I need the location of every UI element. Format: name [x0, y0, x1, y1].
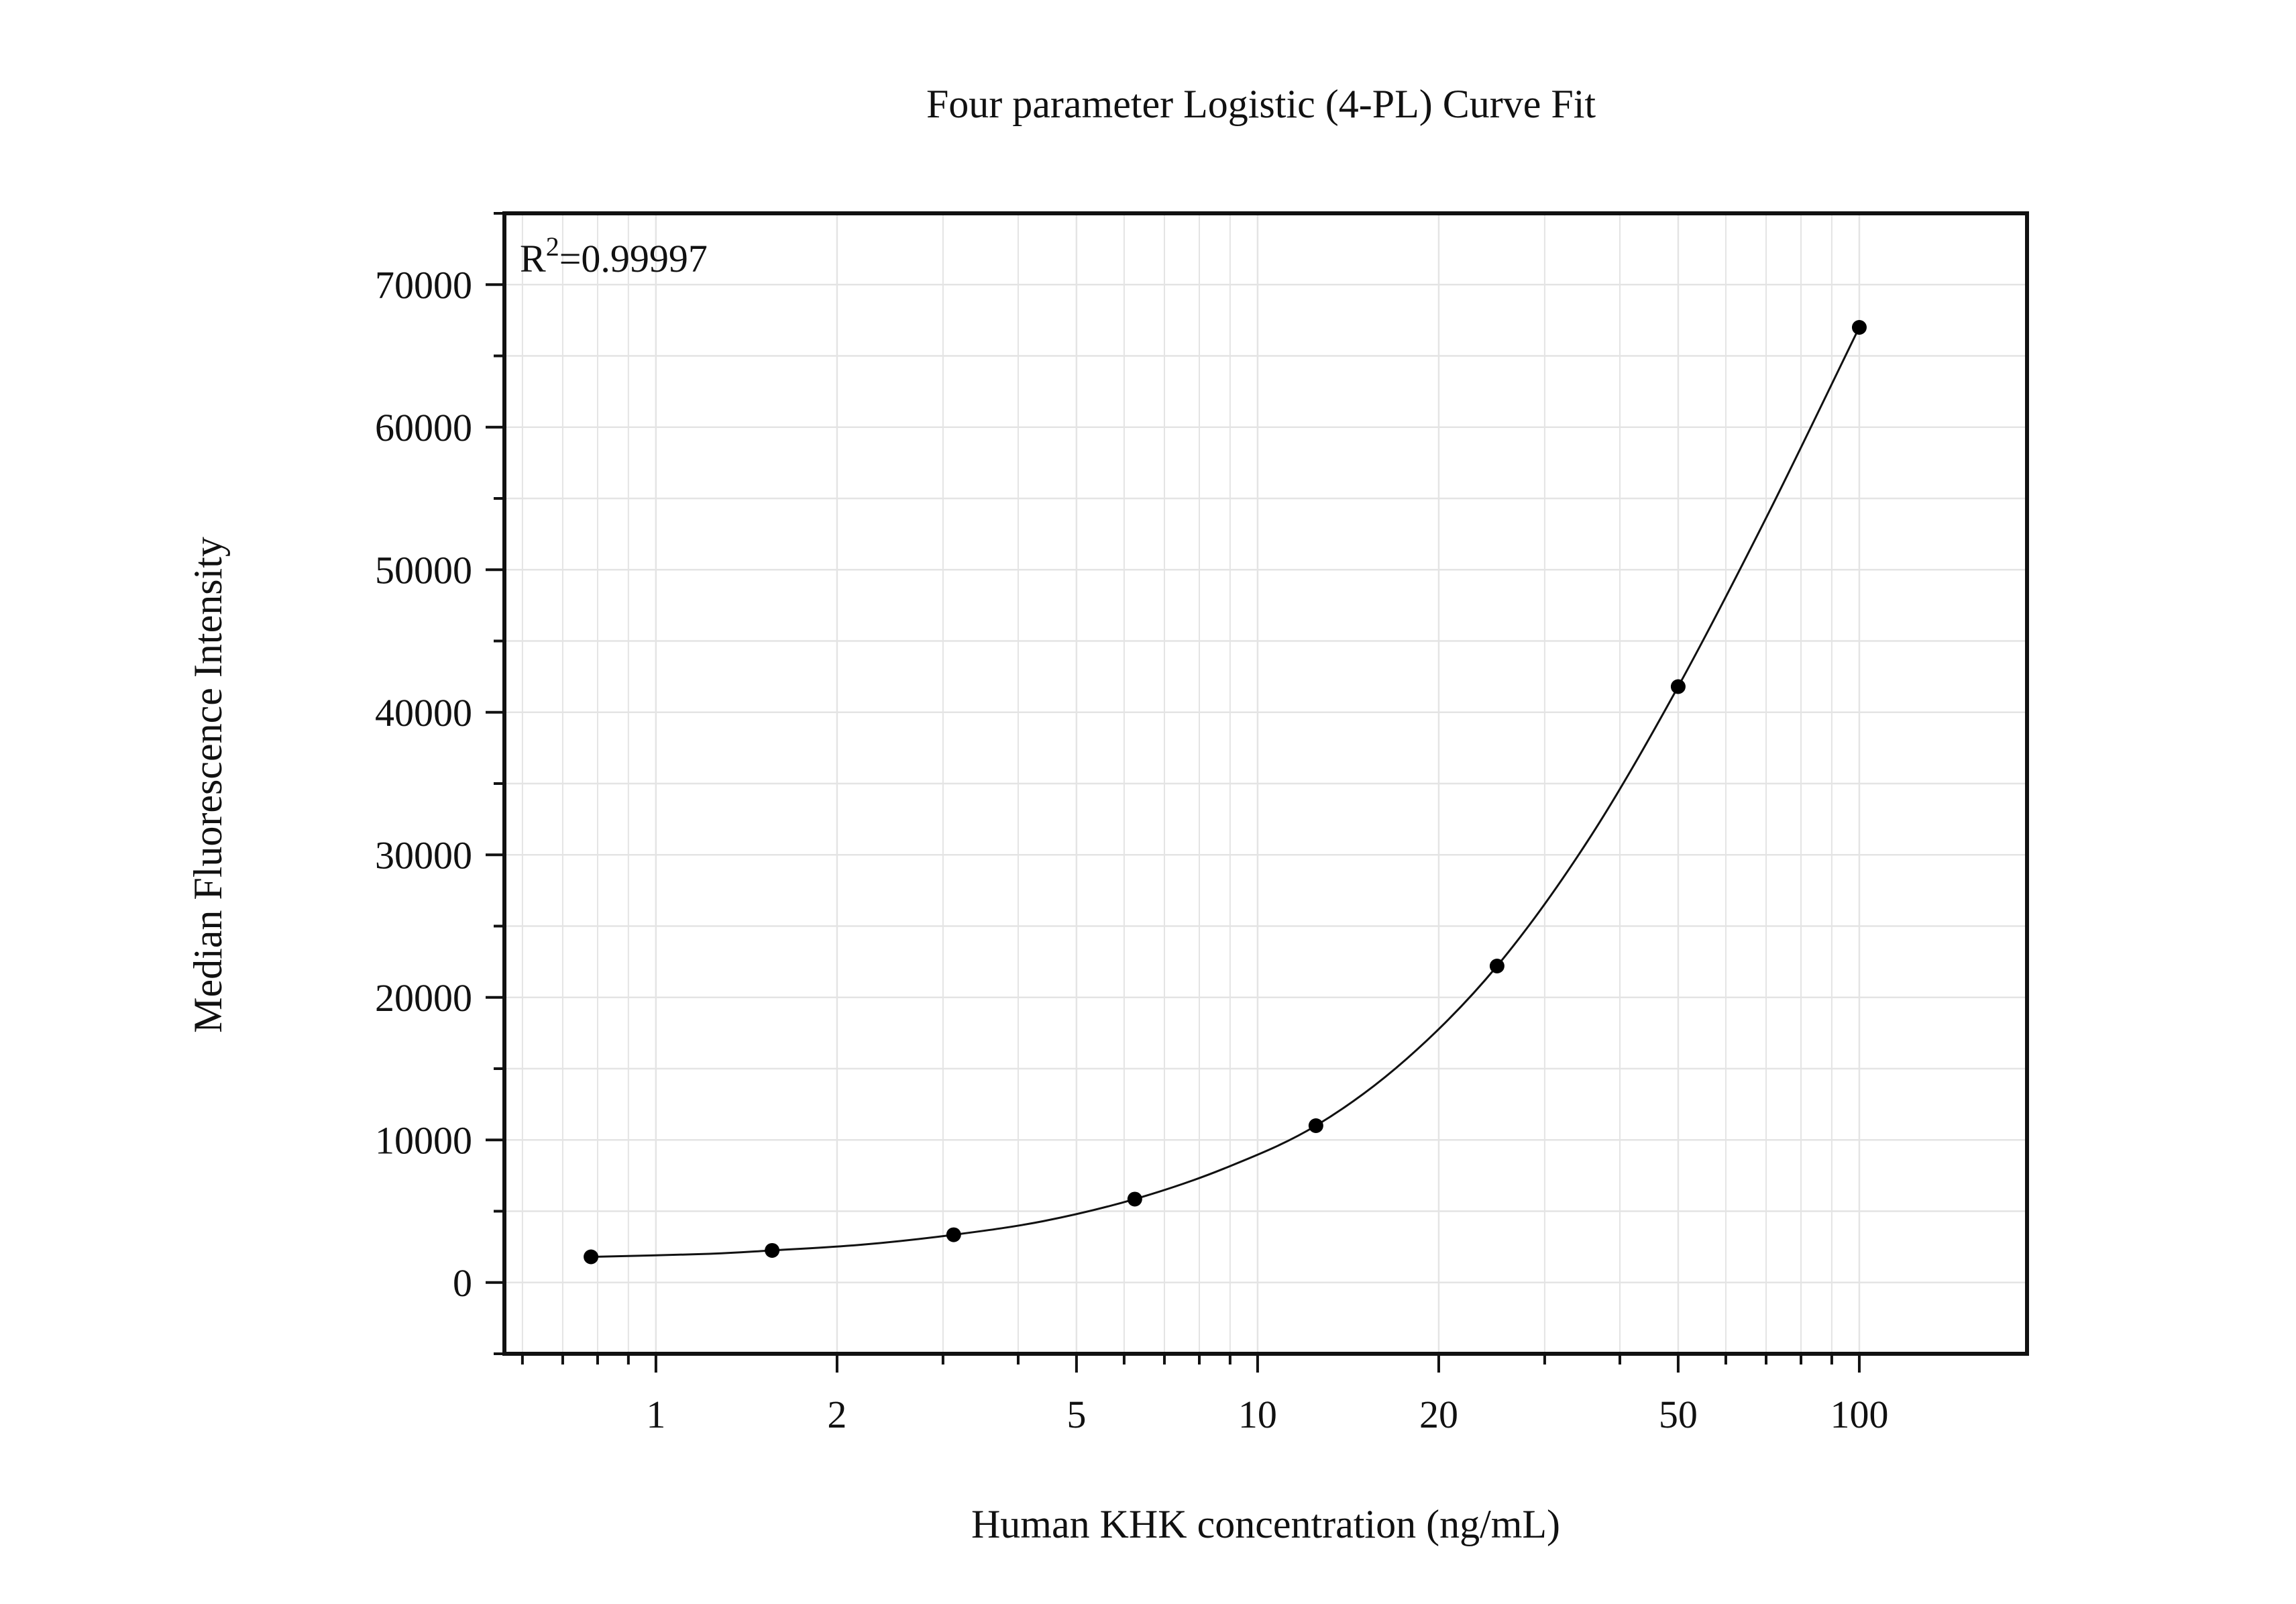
- x-tick-label: 100: [1830, 1393, 1888, 1436]
- data-point: [1670, 679, 1686, 694]
- x-tick-label: 20: [1419, 1393, 1458, 1436]
- fit-curve: [591, 327, 1861, 1258]
- x-tick-label: 1: [646, 1393, 665, 1436]
- y-tick-label: 40000: [375, 691, 472, 735]
- axis-ticks: [486, 212, 1861, 1373]
- y-tick-label: 10000: [375, 1118, 472, 1162]
- y-axis-label: Median Fluorescence Intensity: [186, 537, 230, 1033]
- r-squared-base: R: [520, 237, 546, 280]
- grid: [504, 212, 2027, 1355]
- chart-title: Four parameter Logistic (4-PL) Curve Fit: [926, 82, 1596, 126]
- data-point: [946, 1227, 961, 1242]
- data-point: [1851, 320, 1867, 335]
- y-tick-labels: 0 10000 20000 30000 40000 50000 60000 70000: [375, 263, 472, 1305]
- x-axis-label: Human KHK concentration (ng/mL): [971, 1502, 1560, 1546]
- x-tick-label: 10: [1238, 1393, 1277, 1436]
- r-squared-annotation: R2=0.99997: [520, 231, 708, 280]
- y-tick-label: 70000: [375, 263, 472, 307]
- data-point: [584, 1249, 599, 1265]
- data-point: [1489, 959, 1505, 973]
- data-point: [1127, 1191, 1142, 1207]
- x-tick-label: 5: [1067, 1393, 1086, 1436]
- r-squared-value: =0.99997: [559, 237, 708, 280]
- y-tick-label: 20000: [375, 976, 472, 1020]
- data-point: [765, 1242, 780, 1258]
- y-tick-label: 60000: [375, 406, 472, 449]
- data-point: [1308, 1118, 1323, 1133]
- r-squared-superscript: 2: [546, 231, 559, 262]
- y-tick-label: 50000: [375, 548, 472, 592]
- x-tick-labels: 1 2 5 10 20 50 100: [646, 1393, 1888, 1436]
- x-tick-label: 50: [1659, 1393, 1698, 1436]
- data-points: [584, 320, 1867, 1265]
- y-tick-label: 30000: [375, 833, 472, 877]
- y-tick-label: 0: [453, 1261, 472, 1305]
- x-tick-label: 2: [827, 1393, 846, 1436]
